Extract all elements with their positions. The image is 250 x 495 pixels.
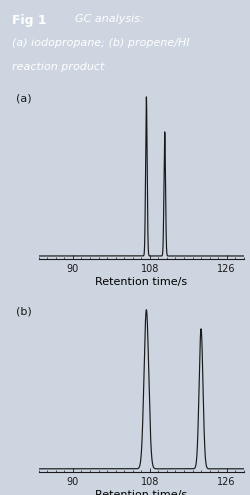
Text: (b): (b) bbox=[16, 306, 32, 316]
Text: (a): (a) bbox=[16, 94, 32, 103]
Text: Fig 1: Fig 1 bbox=[12, 14, 47, 27]
X-axis label: Retention time/s: Retention time/s bbox=[95, 490, 187, 495]
Text: (a) iodopropane; (b) propene/HI: (a) iodopropane; (b) propene/HI bbox=[12, 38, 190, 48]
Text: reaction product: reaction product bbox=[12, 62, 105, 72]
Text: GC analysis:: GC analysis: bbox=[75, 14, 144, 24]
X-axis label: Retention time/s: Retention time/s bbox=[95, 277, 187, 287]
